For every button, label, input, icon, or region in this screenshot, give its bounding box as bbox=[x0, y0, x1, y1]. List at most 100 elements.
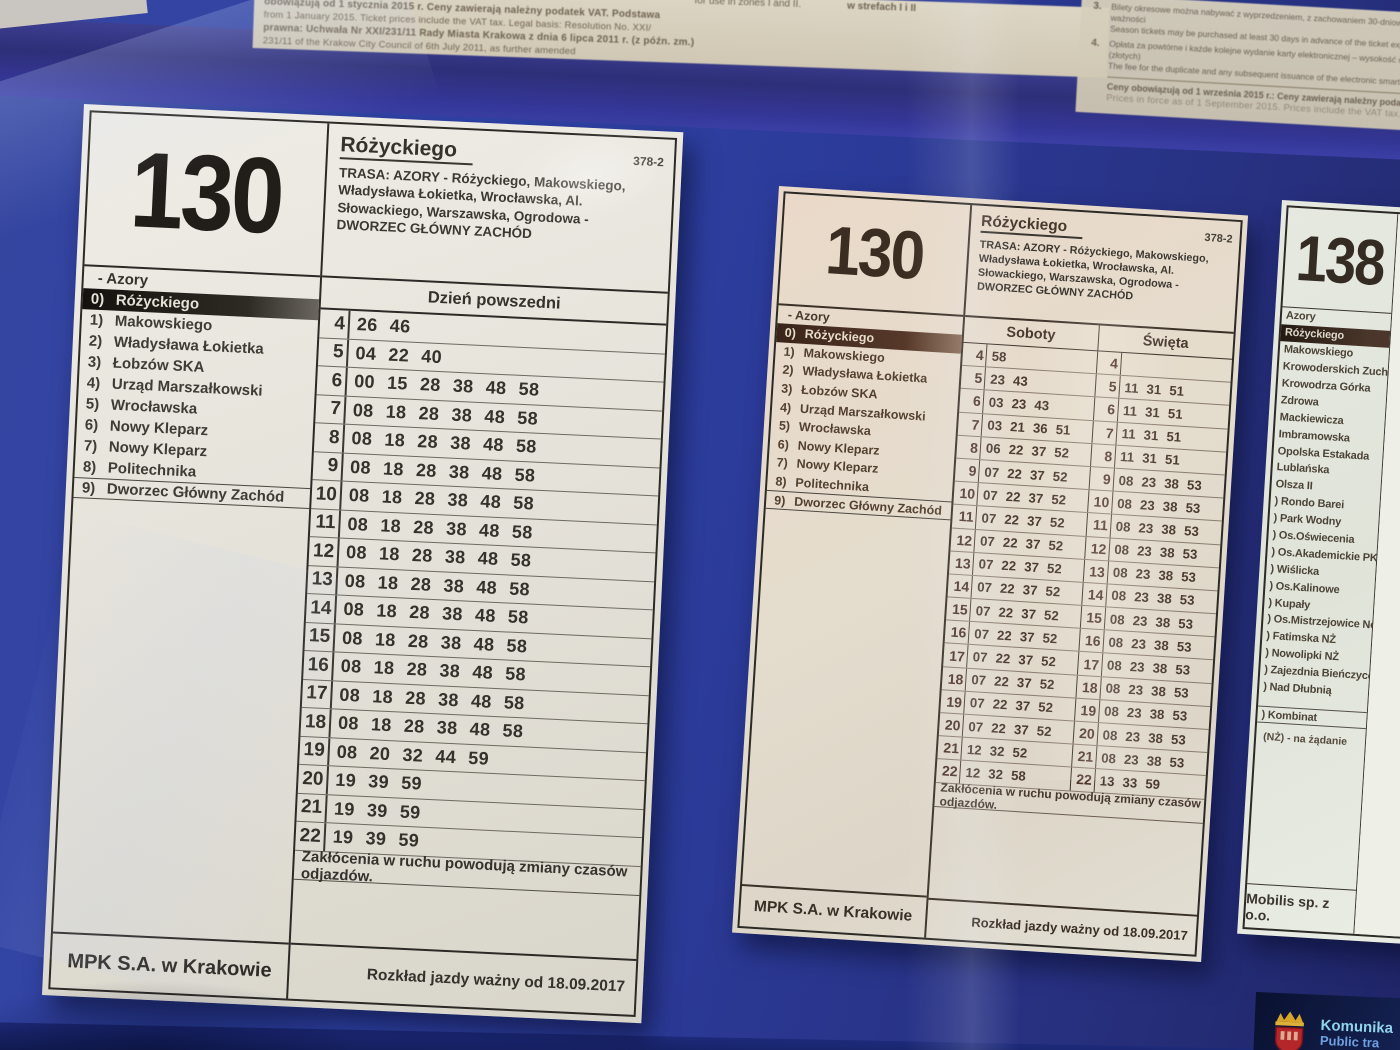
minutes-cell: 26 46 bbox=[356, 314, 411, 337]
timetable-frame: 130 - Azory 0) Różyckiego 1) bbox=[48, 110, 678, 1017]
hour-cell: 15 bbox=[304, 622, 336, 652]
hour-cell: 10 bbox=[1087, 490, 1113, 514]
stop-number: 8) bbox=[775, 474, 787, 490]
route-number-cell: 130 bbox=[84, 112, 328, 278]
banner-text: Komunika Public tra bbox=[1320, 1017, 1394, 1050]
stop-name: ) Kupały bbox=[1268, 596, 1311, 612]
hour-cell: 17 bbox=[943, 643, 969, 668]
stop-number: 5) bbox=[85, 395, 100, 414]
stop-name: ) Fatimska NŻ bbox=[1265, 630, 1337, 647]
timetable-code: 378-2 bbox=[1204, 231, 1233, 246]
hour-cell: 19 bbox=[1074, 698, 1100, 723]
trasa-label: TRASA: bbox=[979, 238, 1021, 254]
hour-cell: 8 bbox=[956, 435, 982, 460]
stop-name: Różyckiego bbox=[115, 291, 200, 313]
stop-name: Wrocławska bbox=[798, 420, 872, 439]
times-column: Różyckiego 378-2 TRASA: AZORY - Różyckie… bbox=[288, 123, 675, 1015]
hour-cell: 15 bbox=[1080, 605, 1106, 630]
hour-cell: 19 bbox=[299, 736, 331, 766]
case-bottom-frame bbox=[0, 1022, 1400, 1050]
blank-space bbox=[742, 509, 950, 896]
stop-name: Imbramowska bbox=[1278, 427, 1351, 445]
stop-number: 3) bbox=[87, 353, 102, 372]
stop-name: Wrocławska bbox=[110, 396, 198, 418]
minutes-cell: 04 22 40 bbox=[355, 342, 443, 367]
hour-cell: 13 bbox=[307, 565, 339, 595]
stop-name: Nowy Kleparz bbox=[108, 438, 208, 461]
hour-cell: 8 bbox=[313, 423, 346, 453]
stop-name: Zdrowa bbox=[1280, 394, 1319, 409]
stop-name: Różyckiego bbox=[1284, 326, 1345, 343]
times-column: Różyckiego 378-2 TRASA: AZORY - Różyckie… bbox=[926, 205, 1241, 955]
hour-cell: 22 bbox=[935, 759, 962, 784]
timetable-130-weekend: 130 - Azory 0) Różyckiego 1) bbox=[732, 186, 1249, 963]
stops-column: 130 - Azory 0) Różyckiego 1) bbox=[50, 112, 330, 999]
stop-number: 2) bbox=[782, 363, 794, 378]
stop-name: ) Nad Dłubnią bbox=[1262, 680, 1332, 697]
stop-number: 4) bbox=[779, 400, 792, 415]
hour-cell: 7 bbox=[1091, 420, 1118, 445]
hour-cell: 18 bbox=[1075, 675, 1102, 699]
hour-cell: 4 bbox=[319, 309, 351, 339]
route-number: 138 bbox=[1294, 220, 1386, 299]
hour-cell: 19 bbox=[940, 690, 966, 714]
timetable-frame: 138 Azory Różyckiego bbox=[1242, 205, 1400, 941]
stop-name: ) Wiślicka bbox=[1270, 562, 1320, 578]
stop-name: ) Rondo Barei bbox=[1274, 495, 1345, 512]
hour-cell: 17 bbox=[301, 679, 334, 709]
minutes-cell: 19 39 59 bbox=[334, 769, 423, 794]
hour-cell: 12 bbox=[1084, 536, 1111, 561]
stop-number: 6) bbox=[84, 416, 99, 435]
blank-space bbox=[53, 498, 309, 943]
hour-cell: 12 bbox=[308, 537, 340, 567]
hour-cell: 4 bbox=[962, 342, 988, 367]
departure-rows: 4 26 46 5 04 22 40 6 00 15 28 38 4 bbox=[295, 309, 667, 867]
stop-name: Lublańska bbox=[1276, 461, 1330, 477]
route-number: 130 bbox=[127, 129, 285, 257]
stop-name: ) Park Wodny bbox=[1273, 512, 1342, 529]
stop-name: Azory bbox=[1285, 309, 1316, 324]
minutes-cell: 12 32 52 bbox=[966, 741, 1028, 761]
hour-cell: 5 bbox=[1094, 374, 1121, 399]
rule-number: 4. bbox=[1090, 37, 1100, 50]
timetable-frame: 130 - Azory 0) Różyckiego 1) bbox=[737, 191, 1243, 957]
stop-name: Mackiewicza bbox=[1279, 411, 1344, 427]
stop-name: Politechnika bbox=[794, 475, 870, 495]
hour-cell: 8 bbox=[1090, 443, 1116, 468]
stop-number: 7) bbox=[83, 437, 98, 455]
hour-cell: 20 bbox=[297, 764, 330, 794]
hour-cell: 6 bbox=[1093, 397, 1119, 422]
departure-rows: 4 58 4 5 bbox=[935, 342, 1232, 800]
hour-cell: 18 bbox=[300, 707, 332, 737]
minutes-cell: 11 31 51 bbox=[1121, 426, 1182, 445]
rule-number: 3. bbox=[1093, 0, 1102, 13]
hour-cell: 10 bbox=[953, 481, 979, 506]
hour-cell: 16 bbox=[303, 650, 335, 680]
route-header: Różyckiego 378-2 TRASA: AZORY - Różyckie… bbox=[322, 123, 675, 294]
hour-cell: 12 bbox=[950, 528, 976, 552]
stop-name: ) Nowolipki NŻ bbox=[1264, 647, 1340, 664]
stop-number: 9) bbox=[81, 479, 96, 497]
stop-number: 9) bbox=[773, 492, 786, 508]
headsign: Różyckiego bbox=[339, 133, 474, 166]
top-document-rules: 3. Bilety okresowe można nabywać z wyprz… bbox=[1075, 0, 1400, 133]
minutes-cell: 11 31 51 bbox=[1122, 403, 1184, 422]
stop-name: Łobzów SKA bbox=[800, 382, 878, 402]
hour-cell: 20 bbox=[938, 713, 965, 737]
hour-cell: 10 bbox=[311, 480, 343, 510]
route-description: TRASA: AZORY - Różyckiego, Makowskiego, … bbox=[977, 238, 1230, 310]
stop-number: 1) bbox=[89, 311, 104, 330]
hour-cell: 18 bbox=[941, 666, 968, 691]
minutes-cell bbox=[1120, 353, 1126, 375]
timetable-code: 378-2 bbox=[632, 153, 665, 170]
hour-cell: 15 bbox=[946, 597, 972, 622]
hour-cell: 9 bbox=[312, 451, 344, 481]
operator-label: Mobilis sp. z o.o. bbox=[1244, 883, 1357, 934]
route-number-cell: 138 bbox=[1282, 207, 1398, 314]
headsign: Różyckiego bbox=[980, 212, 1084, 240]
hour-cell: 16 bbox=[944, 620, 970, 645]
hour-cell: 20 bbox=[1073, 721, 1099, 746]
hour-cell: 21 bbox=[1071, 744, 1097, 769]
stop-name: Różyckiego bbox=[804, 327, 875, 346]
stop-number: 2) bbox=[88, 332, 103, 351]
